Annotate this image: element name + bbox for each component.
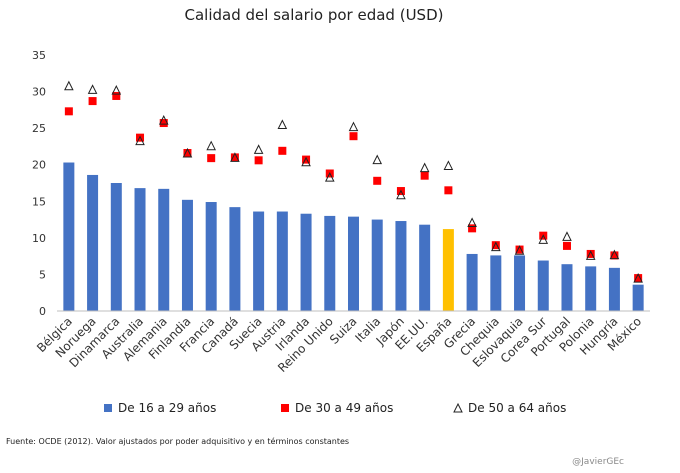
marker-30-49-Chequia: [491, 241, 500, 250]
x-axis-labels: BélgicaNoruegaDinamarcaAustraliaAlemania…: [34, 314, 644, 375]
marker-30-49-México: [634, 274, 643, 283]
marker-50-64-Eslovaquia: [514, 245, 525, 255]
legend-label-30-49: De 30 a 49 años: [295, 401, 393, 415]
y-tick-label: 0: [39, 305, 46, 318]
marker-30-49-Bélgica: [64, 107, 73, 116]
legend-swatch-triangle: [453, 402, 463, 413]
marker-50-64-Irlanda: [301, 156, 311, 167]
bar-Italia: [371, 219, 383, 311]
marker-50-64-Reino Unido: [324, 172, 335, 182]
marker-50-64-Corea Sur: [538, 234, 549, 244]
bar-Irlanda: [300, 213, 312, 311]
marker-50-64-Noruega: [87, 84, 98, 94]
bar-Hungría: [608, 267, 620, 311]
marker-50-64-Finlandia: [182, 147, 193, 158]
bar-Noruega: [87, 174, 99, 311]
bar-Portugal: [561, 264, 573, 311]
marker-30-49-Polonia: [586, 249, 595, 258]
y-tick-label: 10: [32, 232, 46, 245]
bar-EE.UU.: [419, 224, 431, 311]
y-tick-label: 30: [32, 86, 46, 99]
bar-México: [632, 284, 644, 311]
bar-Alemania: [158, 188, 170, 311]
marker-50-64-México: [633, 272, 643, 283]
bar-Suiza: [348, 216, 359, 311]
bar-Francia: [205, 202, 217, 311]
marker-50-64-Bélgica: [64, 80, 74, 91]
marker-30-49-Francia: [207, 154, 216, 163]
marker-50-64-España: [443, 160, 454, 170]
bar-Austria: [276, 211, 288, 311]
marker-30-49-España: [444, 186, 453, 195]
marker-50-64-Suiza: [348, 121, 359, 132]
marker-30-49-Noruega: [88, 97, 97, 106]
marker-30-49-Grecia: [468, 224, 477, 233]
marker-50-64-Grecia: [467, 217, 477, 227]
marker-50-64-Austria: [277, 119, 288, 129]
marker-50-64-Chequia: [491, 241, 501, 252]
bar-Reino Unido: [324, 215, 336, 311]
marker-30-49-Suiza: [349, 132, 358, 141]
marker-series: [64, 80, 643, 283]
bar-Eslovaquia: [514, 255, 526, 311]
x-tick-label: Suiza: [327, 314, 360, 347]
marker-30-49-Finlandia: [183, 149, 192, 158]
y-tick-label: 5: [39, 268, 46, 281]
legend-label-16-29: De 16 a 29 años: [118, 401, 216, 415]
marker-50-64-Alemania: [158, 114, 169, 125]
y-tick-label: 20: [32, 159, 46, 172]
bar-España: [442, 229, 454, 311]
marker-30-49-Irlanda: [302, 155, 311, 164]
legend-swatch-bar: [104, 404, 112, 412]
bar-Chequia: [490, 255, 502, 311]
bar-Bélgica: [63, 162, 75, 311]
marker-50-64-Polonia: [585, 250, 596, 260]
bar-Dinamarca: [110, 183, 122, 311]
marker-50-64-Australia: [135, 135, 145, 146]
marker-30-49-Italia: [373, 176, 382, 185]
y-tick-label: 25: [32, 122, 46, 135]
bar-Finlandia: [181, 199, 193, 311]
marker-50-64-Portugal: [562, 231, 572, 241]
bar-Polonia: [585, 266, 597, 311]
bar-Australia: [134, 188, 146, 311]
bar-series: [63, 162, 644, 311]
marker-50-64-Hungría: [609, 249, 620, 260]
marker-50-64-Francia: [206, 140, 216, 151]
marker-50-64-Canadá: [230, 152, 240, 162]
marker-30-49-Suecia: [254, 156, 263, 165]
bar-Corea Sur: [537, 260, 549, 311]
marker-30-49-Austria: [278, 146, 287, 155]
marker-30-49-Eslovaquia: [515, 245, 524, 254]
legend: De 16 a 29 años De 30 a 49 años De 50 a …: [104, 401, 566, 415]
marker-30-49-Dinamarca: [112, 91, 121, 100]
source-footnote: Fuente: OCDE (2012). Valor ajustados por…: [6, 436, 349, 446]
marker-30-49-Canadá: [230, 153, 239, 162]
author-credit: @JavierGEc: [572, 457, 624, 467]
y-tick-label: 15: [32, 195, 46, 208]
marker-30-49-Portugal: [562, 241, 571, 250]
marker-30-49-EE.UU.: [420, 171, 429, 180]
y-axis: 0 5 10 15 20 25 30 35: [32, 49, 46, 318]
marker-30-49-Alemania: [159, 119, 168, 128]
bar-Japón: [395, 221, 407, 311]
marker-50-64-Italia: [372, 154, 383, 165]
marker-50-64-Suecia: [253, 144, 264, 154]
marker-50-64-Japón: [396, 189, 406, 200]
marker-30-49-Hungría: [610, 251, 619, 260]
chart-title: Calidad del salario por edad (USD): [185, 6, 444, 24]
bar-Suecia: [253, 211, 265, 311]
bar-Canadá: [229, 207, 241, 311]
y-tick-label: 35: [32, 49, 46, 62]
legend-label-50-64: De 50 a 64 años: [468, 401, 566, 415]
marker-50-64-EE.UU.: [419, 162, 430, 173]
legend-swatch-square: [281, 404, 289, 412]
bar-Grecia: [466, 253, 478, 311]
marker-50-64-Dinamarca: [111, 84, 122, 95]
